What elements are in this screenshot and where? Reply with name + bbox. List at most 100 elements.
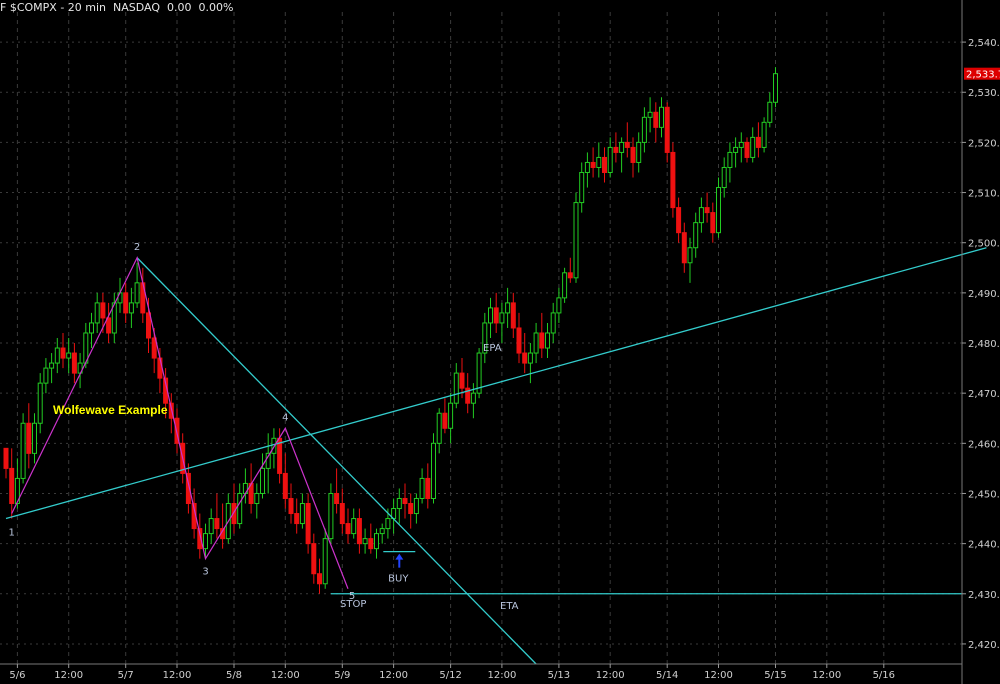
x-tick-label: 5/12 — [439, 670, 461, 681]
candle-up — [721, 166, 727, 189]
candle-up — [499, 312, 505, 324]
candle-up — [374, 533, 379, 550]
candle-down — [613, 146, 619, 153]
candle-down — [197, 528, 203, 550]
candle-up — [727, 151, 733, 168]
candle-up — [328, 492, 334, 540]
last-price-box — [964, 67, 1000, 80]
candle-up — [476, 352, 482, 394]
wave-point-label: 1 — [9, 528, 15, 539]
candle-up — [203, 533, 208, 550]
candle-down — [681, 232, 687, 264]
candle-down — [664, 106, 670, 153]
y-tick-label: 2,490.00 — [968, 289, 1000, 300]
wave-point-label: 4 — [282, 412, 288, 423]
candle-down — [676, 207, 682, 234]
candle-up — [385, 518, 391, 530]
wave-point-label: 5 — [349, 591, 355, 602]
y-tick-label: 2,440.00 — [968, 540, 1000, 551]
wave-point-label: 3 — [202, 567, 208, 578]
candle-down — [294, 513, 300, 525]
candle-up — [659, 106, 664, 128]
candle-down — [185, 472, 191, 505]
candle-up — [32, 422, 37, 454]
candle-up — [761, 121, 767, 148]
wolfe-wave-line — [11, 255, 349, 589]
y-tick-label: 2,450.00 — [968, 489, 1000, 500]
x-tick-label: 12:00 — [704, 670, 733, 681]
candle-up — [436, 412, 442, 444]
candle-down — [368, 538, 374, 550]
candle-up — [482, 322, 488, 354]
chart-header-title: F $COMPX - 20 min NASDAQ 0.00 0.00% — [0, 1, 234, 14]
candle-up — [470, 392, 476, 404]
candle-up — [533, 332, 539, 354]
stop-label: STOP — [340, 599, 366, 610]
candle-up — [488, 307, 493, 324]
candle-down — [402, 497, 408, 505]
candle-up — [647, 111, 653, 118]
candle-up — [556, 297, 562, 314]
y-tick-label: 2,510.00 — [968, 189, 1000, 200]
candle-down — [26, 422, 32, 454]
candle-up — [431, 442, 436, 499]
candle-down — [305, 503, 311, 545]
y-tick-label: 2,540.00 — [968, 38, 1000, 49]
x-tick-label: 5/8 — [226, 670, 242, 681]
line-2-4-eta — [136, 257, 537, 665]
candle-down — [9, 467, 15, 505]
candle-up — [37, 382, 43, 424]
last-price-label: 2,533.7 — [966, 70, 1000, 81]
x-tick-label: 5/14 — [656, 670, 678, 681]
candle-up — [208, 518, 214, 535]
candle-up — [379, 528, 385, 535]
candle-down — [288, 497, 294, 515]
candle-down — [339, 503, 345, 525]
y-tick-label: 2,470.00 — [968, 389, 1000, 400]
candle-down — [442, 412, 448, 429]
candle-down — [590, 161, 596, 168]
candle-down — [670, 151, 676, 209]
candle-down — [710, 212, 716, 234]
candle-up — [573, 202, 579, 279]
candle-down — [157, 357, 163, 379]
candle-up — [716, 187, 721, 234]
candle-up — [351, 518, 357, 535]
candle-down — [630, 146, 636, 163]
candle-up — [545, 332, 550, 349]
candle-down — [624, 141, 630, 148]
candle-up — [322, 538, 328, 585]
candle-up — [641, 116, 647, 143]
y-tick-label: 2,420.00 — [968, 640, 1000, 651]
candle-up — [20, 422, 26, 479]
candle-up — [693, 222, 699, 249]
candle-up — [750, 136, 756, 158]
candle-up — [111, 302, 117, 334]
candle-up — [619, 141, 625, 153]
candle-down — [510, 302, 516, 329]
candle-up — [733, 146, 739, 153]
candle-up — [260, 467, 265, 494]
candle-up — [550, 312, 556, 334]
epa-label: EPA — [483, 343, 502, 354]
buy-arrow-head — [395, 553, 404, 560]
y-tick-label: 2,500.00 — [968, 239, 1000, 250]
candle-up — [687, 247, 693, 264]
candle-up — [584, 161, 590, 173]
candle-down — [311, 543, 317, 575]
candle-up — [54, 347, 60, 364]
candle-down — [539, 332, 545, 349]
candle-up — [527, 352, 533, 364]
candle-up — [738, 141, 744, 148]
candle-down — [282, 472, 288, 499]
y-tick-label: 2,460.00 — [968, 439, 1000, 450]
candle-up — [43, 367, 49, 384]
candle-down — [459, 372, 465, 389]
candle-down — [214, 518, 220, 530]
candle-up — [562, 272, 568, 299]
x-tick-label: 5/6 — [9, 670, 25, 681]
candle-up — [596, 156, 602, 168]
candle-down — [71, 352, 77, 374]
candle-down — [334, 492, 340, 505]
